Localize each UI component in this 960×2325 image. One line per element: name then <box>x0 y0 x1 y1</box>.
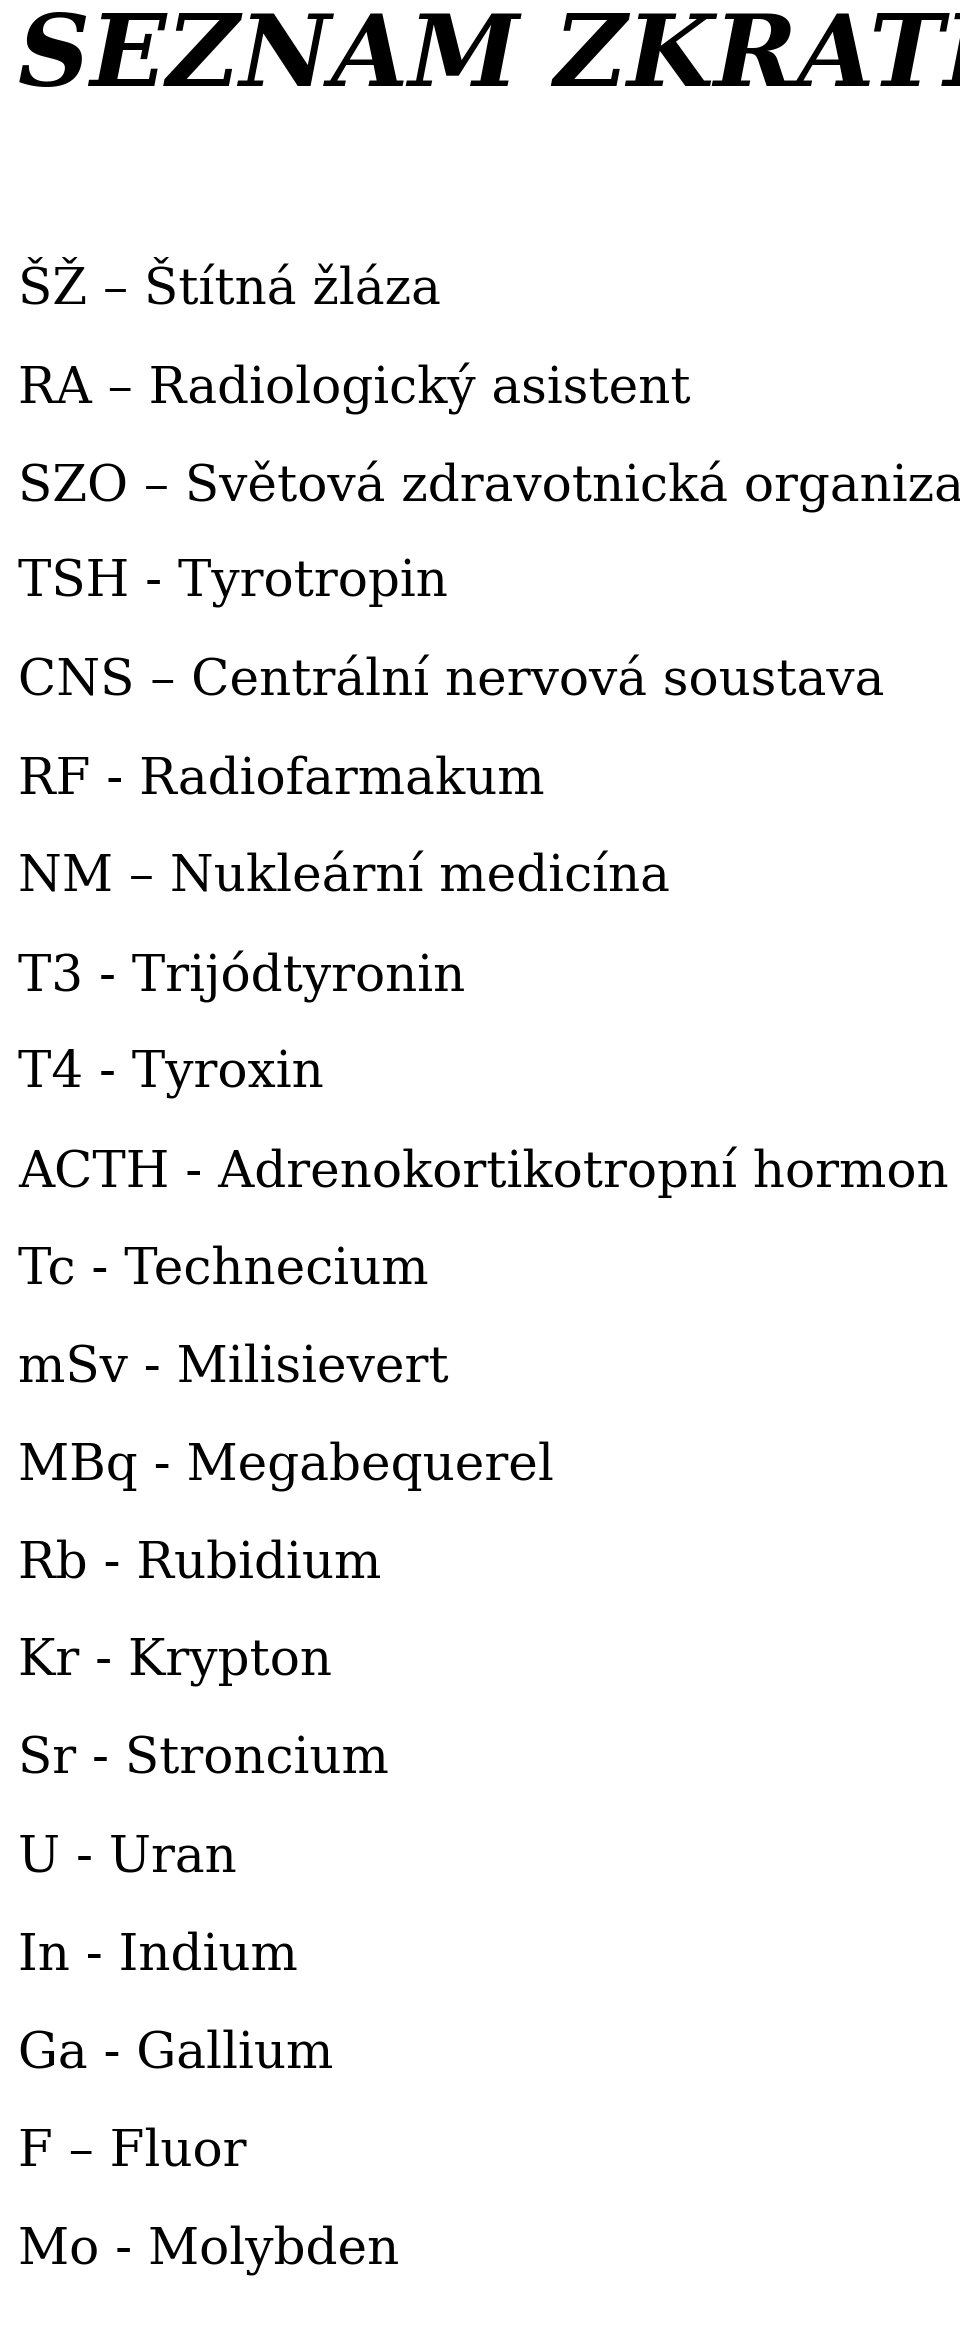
Text: ACTH - Adrenokortikotropní hormon: ACTH - Adrenokortikotropní hormon <box>18 1146 948 1197</box>
Text: Ga - Gallium: Ga - Gallium <box>18 2030 333 2079</box>
Text: SEZNAM ZKRATEK: SEZNAM ZKRATEK <box>18 9 960 107</box>
Text: ŠŽ – Štítná žláza: ŠŽ – Štítná žláza <box>18 265 441 314</box>
Text: MBq - Megabequerel: MBq - Megabequerel <box>18 1442 554 1490</box>
Text: In - Indium: In - Indium <box>18 1932 298 1981</box>
Text: CNS – Centrální nervová soustava: CNS – Centrální nervová soustava <box>18 658 884 707</box>
Text: Mo - Molybden: Mo - Molybden <box>18 2225 399 2274</box>
Text: mSv - Milisievert: mSv - Milisievert <box>18 1344 448 1393</box>
Text: U - Uran: U - Uran <box>18 1832 237 1883</box>
Text: RF - Radiofarmakum: RF - Radiofarmakum <box>18 756 544 804</box>
Text: Kr - Krypton: Kr - Krypton <box>18 1637 332 1686</box>
Text: Rb - Rubidium: Rb - Rubidium <box>18 1539 381 1588</box>
Text: RA – Radiologický asistent: RA – Radiologický asistent <box>18 363 690 414</box>
Text: T4 - Tyroxin: T4 - Tyroxin <box>18 1049 324 1097</box>
Text: NM – Nukleární medicína: NM – Nukleární medicína <box>18 853 670 902</box>
Text: F – Fluor: F – Fluor <box>18 2127 247 2176</box>
Text: Tc - Technecium: Tc - Technecium <box>18 1244 428 1295</box>
Text: T3 - Trijódtyronin: T3 - Trijódtyronin <box>18 951 466 1002</box>
Text: TSH - Tyrotropin: TSH - Tyrotropin <box>18 558 448 609</box>
Text: SZO – Světová zdravotnická organizace: SZO – Světová zdravotnická organizace <box>18 460 960 514</box>
Text: Sr - Stroncium: Sr - Stroncium <box>18 1734 389 1786</box>
